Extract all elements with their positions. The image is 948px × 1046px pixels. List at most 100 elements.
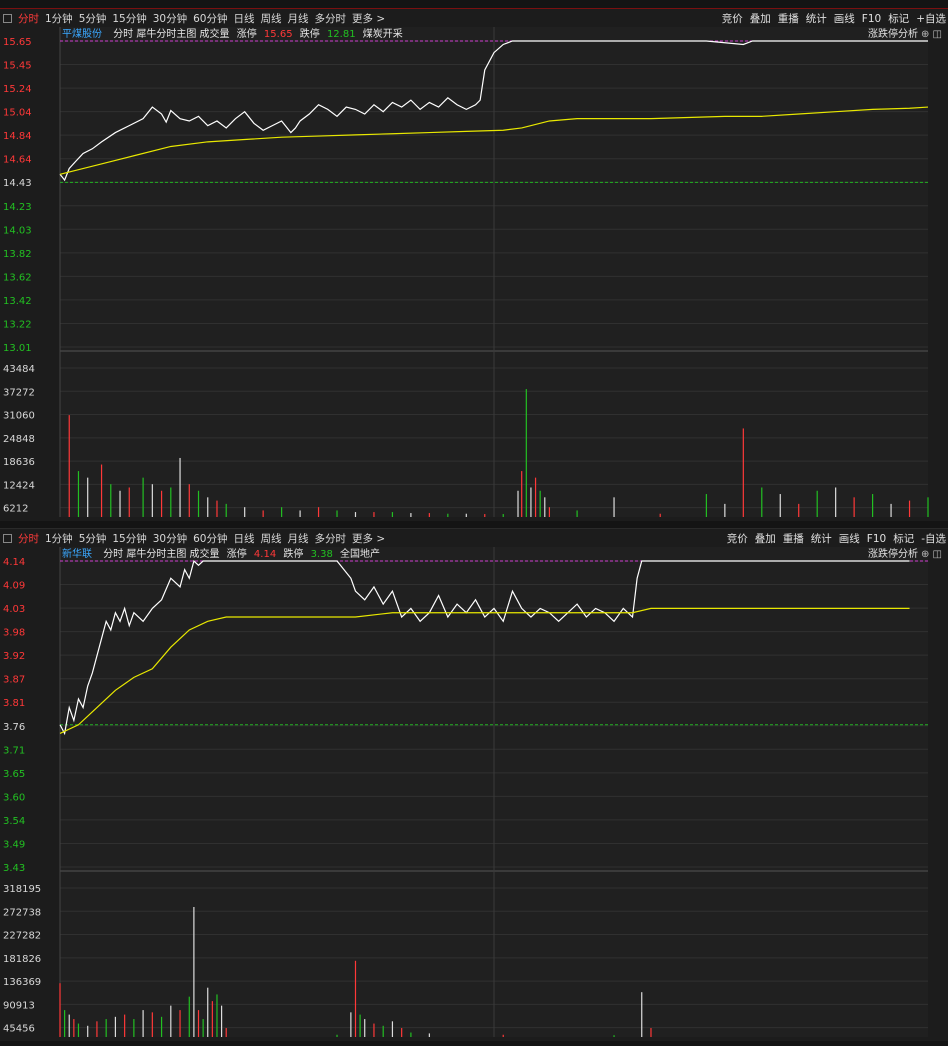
limit-up-value: 4.14 [253,549,277,560]
period-tab[interactable]: 分时 [18,13,39,25]
toolbar-button[interactable]: F10 [861,13,882,25]
price-tick-label: 14.03 [3,225,32,236]
period-tab[interactable]: 15分钟 [112,13,147,25]
limit-analysis-button[interactable]: 涨跌停分析 [868,29,918,40]
sector-name[interactable]: 煤炭开采 [362,29,403,40]
volume-tick-label: 24848 [3,434,35,445]
period-tab[interactable]: 更多 > [352,533,386,545]
limit-down-value: 3.38 [310,549,333,560]
chart-panel-1: 15.65 15.45 15.24 15.04 14.84 14.64 14.43 14.23… [0,8,948,521]
period-tab[interactable]: 1分钟 [45,533,73,545]
price-line [59,559,910,736]
toolbar-button[interactable]: 标记 [893,533,915,545]
price-tick-label: 15.04 [3,108,32,119]
price-tick-label: 3.76 [3,722,25,733]
price-tick-label: 14.64 [3,155,32,166]
toolbar-button[interactable]: 统计 [805,13,827,25]
chart-panel-2: 4.14 4.09 4.03 3.98 3.92 3.87 3.81 3.76 3.71 3.65… [0,528,948,1041]
panel-settings-icon[interactable]: ⊕ ◫ [920,29,942,40]
period-toolbar: 分时 1分钟 5分钟 15分钟 30分钟 60分钟 日线 周线 月线 多分时 更多 > 竞价 叠加 重播… [0,531,948,547]
period-tab[interactable]: 30分钟 [152,13,188,25]
period-tab[interactable]: 周线 [260,533,282,545]
toolbar-button[interactable]: 画线 [838,533,860,545]
price-tick-label: 15.24 [3,84,32,95]
period-tab[interactable]: 月线 [287,13,309,25]
price-line [59,40,928,182]
period-tab[interactable]: 60分钟 [193,533,228,545]
intraday-chart-1[interactable]: 15.65 15.45 15.24 15.04 14.84 14.64 14.43 14.23… [0,9,948,521]
period-tab[interactable]: 周线 [260,13,282,25]
chart-label: 分时 犀牛分时主图 成交量 [103,549,220,560]
panel-menu-icon[interactable] [3,534,12,543]
toolbar-button[interactable]: 竞价 [726,533,748,545]
toolbar-button[interactable]: 叠加 [749,13,771,25]
period-tab[interactable]: 5分钟 [78,13,107,25]
period-tab[interactable]: 多分时 [314,533,347,545]
toolbar-button[interactable]: -自选 [921,533,946,545]
price-tick-label: 3.81 [3,698,25,709]
volume-tick-label: 12424 [3,480,35,491]
price-tick-label: 13.42 [3,296,32,307]
volume-tick-label: 181826 [3,954,41,965]
price-tick-label: 3.98 [3,628,25,639]
panel-menu-icon[interactable] [3,14,12,23]
toolbar-button[interactable]: 标记 [888,13,910,25]
limit-down-label: 跌停 [299,29,320,40]
toolbar-button[interactable]: 重播 [777,13,799,25]
limit-down-value: 12.81 [326,29,356,40]
price-tick-label: 3.43 [3,863,25,874]
period-tab[interactable]: 60分钟 [193,13,228,25]
stock-name[interactable]: 新华联 [62,549,92,560]
price-tick-label: 13.22 [3,319,32,330]
period-tab[interactable]: 月线 [287,533,309,545]
price-tick-label: 4.14 [3,557,25,568]
price-tick-label: 13.01 [3,343,32,354]
toolbar-button[interactable]: F10 [866,533,887,545]
avg-price-line [59,106,929,175]
limit-up-label: 涨停 [236,29,257,40]
toolbar-button[interactable]: 叠加 [754,533,776,545]
volume-tick-label: 90913 [3,1000,35,1011]
period-tab[interactable]: 5分钟 [78,533,107,545]
period-tab[interactable]: 1分钟 [45,13,73,25]
panel-settings-icon[interactable]: ⊕ ◫ [920,549,942,560]
period-tab[interactable]: 日线 [233,533,255,545]
volume-tick-label: 136369 [3,977,41,988]
price-tick-label: 13.82 [3,249,32,260]
volume-tick-label: 31060 [3,411,35,422]
stock-info-bar: 新华联 分时 犀牛分时主图 成交量 涨停 4.14 跌停 3.38 全国地产 涨… [0,548,948,562]
price-tick-label: 14.43 [3,178,32,189]
toolbar-button[interactable]: 重播 [782,533,804,545]
price-tick-label: 3.92 [3,651,25,662]
toolbar-button[interactable]: 竞价 [721,13,743,25]
price-tick-label: 14.23 [3,202,32,213]
volume-tick-label: 37272 [3,387,35,398]
toolbar-button[interactable]: 统计 [810,533,832,545]
volume-tick-label: 43484 [3,364,35,375]
price-tick-label: 3.54 [3,816,25,827]
price-tick-label: 14.84 [3,131,32,142]
volume-tick-label: 318195 [3,884,41,895]
stock-info-bar: 平煤股份 分时 犀牛分时主图 成交量 涨停 15.65 跌停 12.81 煤炭开… [0,28,948,42]
period-tab[interactable]: 30分钟 [152,533,188,545]
sector-name[interactable]: 全国地产 [340,549,381,560]
period-tab[interactable]: 分时 [18,533,39,545]
avg-price-line [59,607,910,734]
stock-name[interactable]: 平煤股份 [62,29,102,40]
limit-analysis-button[interactable]: 涨跌停分析 [868,549,918,560]
volume-tick-label: 6212 [3,504,28,515]
volume-tick-label: 45456 [3,1024,35,1035]
limit-up-value: 15.65 [263,29,293,40]
price-tick-label: 3.60 [3,792,25,803]
limit-up-label: 涨停 [226,549,247,560]
toolbar-button[interactable]: +自选 [916,13,946,25]
period-tab[interactable]: 日线 [233,13,255,25]
toolbar-button[interactable]: 画线 [833,13,855,25]
period-tab[interactable]: 15分钟 [112,533,147,545]
period-tab[interactable]: 更多 > [352,13,386,25]
chart-label: 分时 犀牛分时主图 成交量 [113,29,230,40]
intraday-chart-2[interactable]: 4.14 4.09 4.03 3.98 3.92 3.87 3.81 3.76 3.71 3.65… [0,529,948,1041]
price-tick-label: 15.45 [3,61,32,72]
period-tab[interactable]: 多分时 [314,13,347,25]
volume-tick-label: 272738 [3,907,41,918]
